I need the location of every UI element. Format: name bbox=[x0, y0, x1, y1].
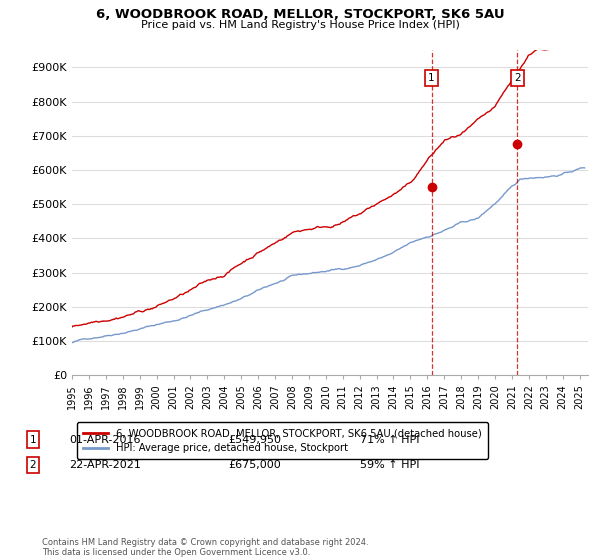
Text: 59% ↑ HPI: 59% ↑ HPI bbox=[360, 460, 419, 470]
Text: £675,000: £675,000 bbox=[228, 460, 281, 470]
Text: 2: 2 bbox=[29, 460, 37, 470]
Text: Price paid vs. HM Land Registry's House Price Index (HPI): Price paid vs. HM Land Registry's House … bbox=[140, 20, 460, 30]
Text: 01-APR-2016: 01-APR-2016 bbox=[69, 435, 140, 445]
Text: 22-APR-2021: 22-APR-2021 bbox=[69, 460, 141, 470]
Text: 1: 1 bbox=[29, 435, 37, 445]
Text: Contains HM Land Registry data © Crown copyright and database right 2024.
This d: Contains HM Land Registry data © Crown c… bbox=[42, 538, 368, 557]
Text: 1: 1 bbox=[428, 73, 435, 83]
Text: 71% ↑ HPI: 71% ↑ HPI bbox=[360, 435, 419, 445]
Text: 6, WOODBROOK ROAD, MELLOR, STOCKPORT, SK6 5AU: 6, WOODBROOK ROAD, MELLOR, STOCKPORT, SK… bbox=[95, 8, 505, 21]
Text: 2: 2 bbox=[514, 73, 520, 83]
Legend: 6, WOODBROOK ROAD, MELLOR, STOCKPORT, SK6 5AU (detached house), HPI: Average pri: 6, WOODBROOK ROAD, MELLOR, STOCKPORT, SK… bbox=[77, 422, 488, 459]
Text: £549,950: £549,950 bbox=[228, 435, 281, 445]
